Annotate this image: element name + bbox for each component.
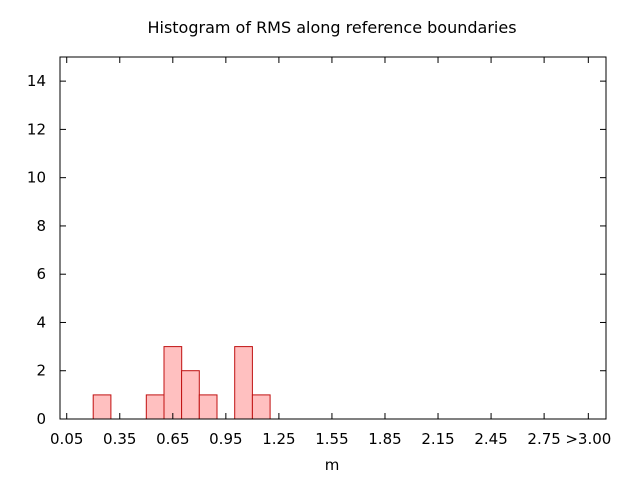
- y-tick-label-6: 12: [27, 120, 46, 138]
- x-tick-label-5: 1.55: [315, 430, 348, 448]
- histogram-bar-2: [163, 346, 183, 420]
- x-tick-label-10: >3.00: [565, 430, 611, 448]
- y-tick-label-7: 14: [27, 72, 46, 90]
- histogram-bar-4: [198, 394, 218, 420]
- x-tick-label-8: 2.45: [474, 430, 507, 448]
- x-axis-label: m: [325, 456, 340, 474]
- y-tick-label-0: 0: [36, 410, 46, 428]
- x-tick-label-4: 1.25: [262, 430, 295, 448]
- y-tick-label-3: 6: [36, 265, 46, 283]
- x-tick-label-9: 2.75: [527, 430, 560, 448]
- x-tick-label-1: 0.35: [103, 430, 136, 448]
- y-tick-label-4: 8: [36, 217, 46, 235]
- bars-group: [92, 346, 271, 420]
- x-tick-label-3: 0.95: [209, 430, 242, 448]
- y-tick-label-1: 2: [36, 362, 46, 380]
- histogram-bar-6: [251, 394, 271, 420]
- x-tick-label-7: 2.15: [421, 430, 454, 448]
- histogram-bar-5: [234, 346, 253, 420]
- x-tick-label-6: 1.85: [368, 430, 401, 448]
- x-tick-label-2: 0.65: [156, 430, 189, 448]
- x-tick-label-0: 0.05: [50, 430, 83, 448]
- histogram-bar-3: [181, 370, 200, 420]
- y-tick-label-2: 4: [36, 313, 46, 331]
- chart-title: Histogram of RMS along reference boundar…: [147, 18, 516, 37]
- histogram-bar-0: [92, 394, 112, 420]
- histogram-bar-1: [145, 394, 165, 420]
- y-tick-label-5: 10: [27, 169, 46, 187]
- plot-frame: [59, 56, 607, 420]
- ticks-group: 0 2 4 6 8 10 12 14 0.05 0.35 0.65 0.95 1.25 1.55 1.85 2…: [27, 57, 611, 448]
